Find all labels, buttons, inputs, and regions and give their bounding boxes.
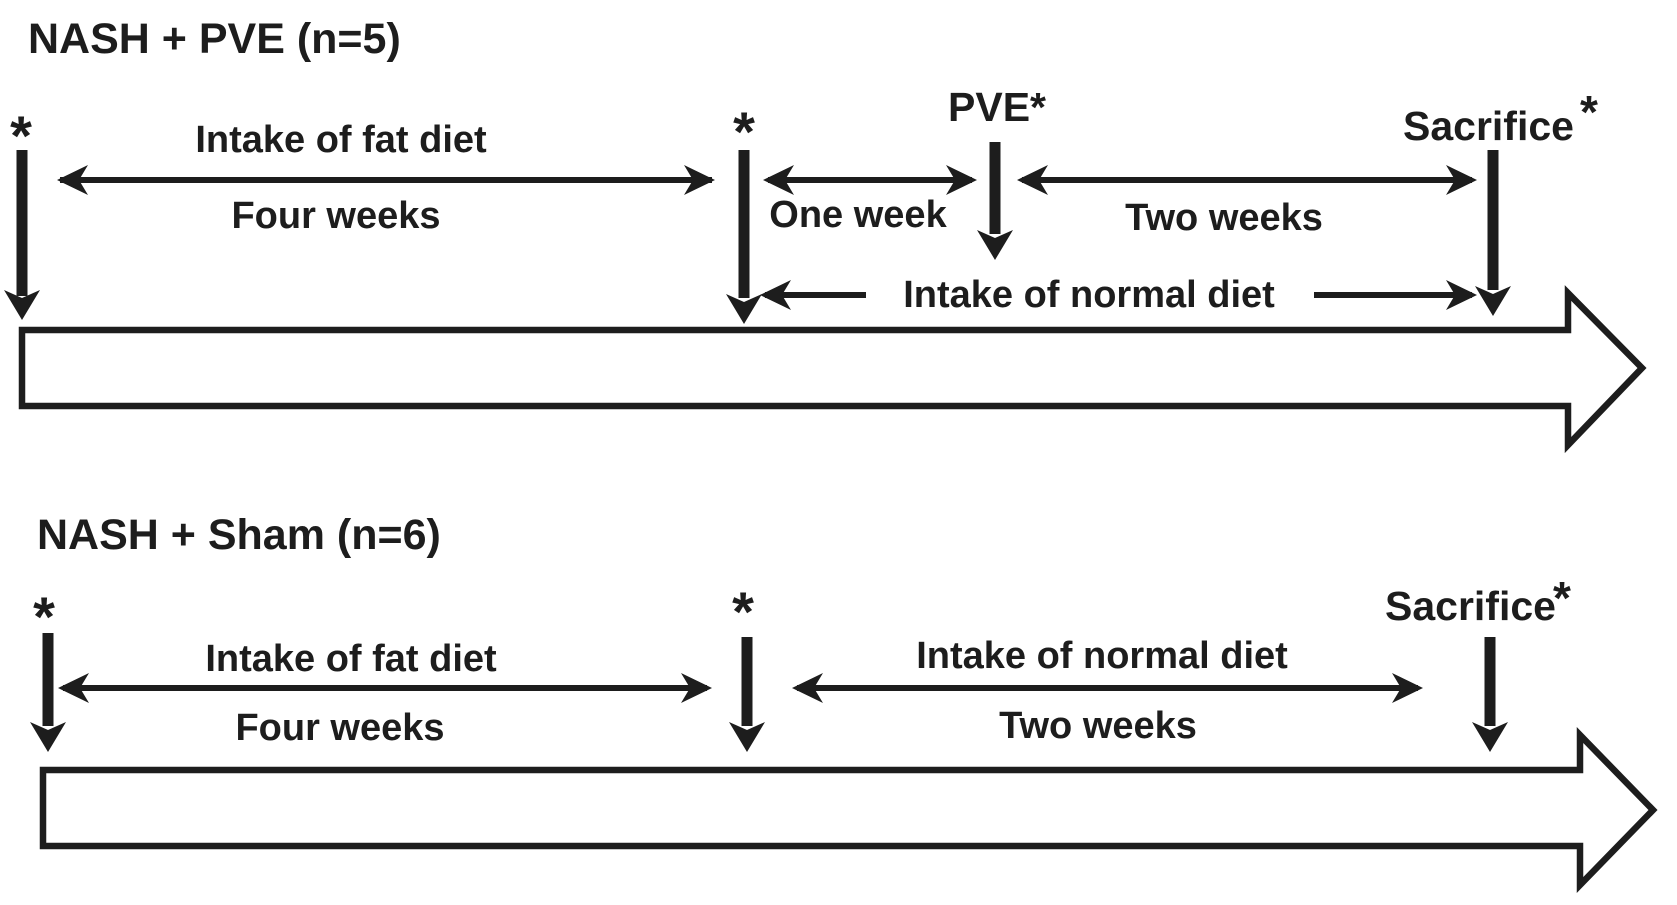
sham-normal-diet-interval-arrow [792,673,1423,703]
sham-fat-diet-label: Intake of fat diet [205,638,497,680]
left-arrowhead-icon [1017,165,1048,195]
pve-timeline-block-arrow [18,285,1647,454]
down-arrowhead-icon [726,294,762,324]
pve-fat-diet-label: Intake of fat diet [195,119,487,161]
pve-two-weeks-interval-arrow [1017,165,1477,195]
pve-fat-diet-interval-arrow [57,165,715,195]
sham-week4-asterisk: * [732,580,754,643]
sham-fat-diet-duration: Four weeks [235,707,444,749]
pve-event-arrow [977,142,1013,260]
sham-sacrifice-label: Sacrifice [1385,583,1556,629]
down-arrowhead-icon [1472,722,1508,752]
down-arrowhead-icon [729,722,765,752]
pve-sacrifice-asterisk: * [1580,86,1598,138]
sham-baseline-event-arrow [30,633,66,752]
sham-week4-event-arrow [729,637,765,752]
pve-normal-diet-label: Intake of normal diet [903,274,1275,316]
right-arrowhead-icon [1446,165,1477,195]
left-arrowhead-icon [57,165,88,195]
left-arrowhead-icon [792,673,823,703]
pve-event-label: PVE* [948,84,1046,130]
pve-sacrifice-arrow [1475,150,1511,316]
left-arrowhead-icon [763,165,794,195]
pve-week4-event-arrow [726,150,762,324]
pve-group-title: NASH + PVE (n=5) [28,15,401,63]
timeline-nash-pve: NASH + PVE (n=5) * Intake of fat diet Fo… [4,15,1647,454]
pve-fat-diet-duration: Four weeks [231,195,440,237]
pve-two-weeks-label: Two weeks [1125,197,1323,239]
sham-sacrifice-asterisk: * [1553,572,1571,624]
down-arrowhead-icon [1475,286,1511,316]
pve-one-week-interval-arrow [763,165,977,195]
down-arrowhead-icon [977,230,1013,260]
sham-fat-diet-interval-arrow [58,673,712,703]
right-arrowhead-icon [1392,673,1423,703]
down-arrowhead-icon [4,290,40,320]
sham-group-title: NASH + Sham (n=6) [37,511,441,559]
pve-one-week-label: One week [769,194,947,236]
left-arrowhead-icon [760,280,791,310]
timeline-nash-sham: NASH + Sham (n=6) * Intake of fat diet F… [30,511,1658,893]
right-arrowhead-icon [681,673,712,703]
pve-normal-diet-interval-arrow [760,280,1477,310]
sham-baseline-asterisk: * [33,585,55,648]
sham-sacrifice-arrow [1472,637,1508,752]
down-arrowhead-icon [30,722,66,752]
pve-baseline-event-arrow [4,150,40,320]
right-arrowhead-icon [684,165,715,195]
sham-timeline-block-arrow [39,727,1658,893]
left-arrowhead-icon [58,673,89,703]
pve-week4-asterisk: * [733,100,755,163]
sham-normal-diet-label: Intake of normal diet [916,635,1288,677]
right-arrowhead-icon [946,165,977,195]
sham-normal-diet-duration: Two weeks [999,705,1197,747]
pve-sacrifice-label: Sacrifice [1403,103,1574,149]
right-arrowhead-icon [1446,280,1477,310]
